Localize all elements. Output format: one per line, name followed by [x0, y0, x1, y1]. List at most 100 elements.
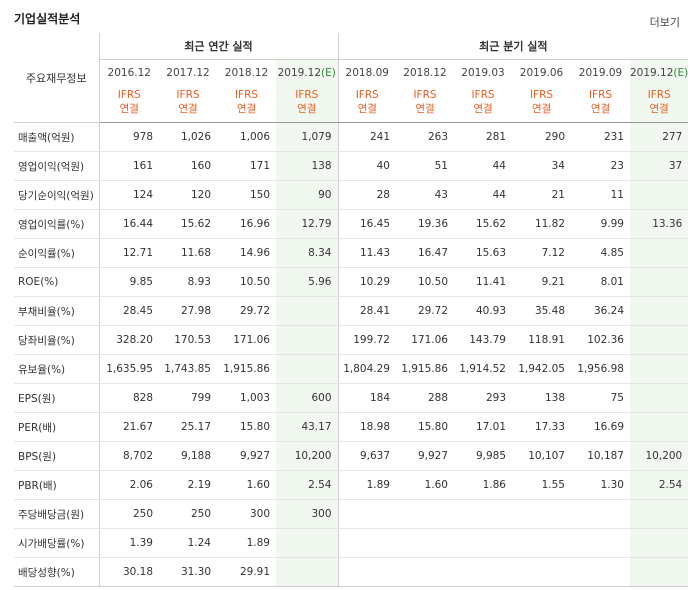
- value-cell: 4.85: [571, 238, 630, 268]
- value-cell: 150: [217, 180, 276, 210]
- value-cell: 10.50: [396, 267, 454, 297]
- value-cell: 241: [338, 122, 396, 152]
- value-cell: [512, 557, 571, 587]
- table-row: PER(배) 21.67 25.17 15.80 43.17 18.98 15.80 17.0…: [14, 412, 689, 442]
- value-cell: 10,200: [276, 441, 339, 471]
- value-cell: 29.72: [217, 296, 276, 326]
- value-cell: 10,200: [630, 441, 689, 471]
- value-cell: 9.99: [571, 209, 630, 239]
- period-label: 2019.03: [461, 67, 505, 79]
- value-cell: 16.69: [571, 412, 630, 442]
- value-cell: [396, 557, 454, 587]
- value-cell: 16.45: [338, 209, 396, 239]
- consolidated-label: 연결: [297, 103, 317, 115]
- row-label: EPS(원): [14, 383, 100, 413]
- value-cell: 8,702: [99, 441, 159, 471]
- value-cell: 2.19: [159, 470, 217, 500]
- table-row: 시가배당률(%) 1.39 1.24 1.89: [14, 528, 689, 558]
- value-cell: [630, 412, 689, 442]
- period-label: 2018.09: [345, 67, 389, 79]
- value-cell: 10.29: [338, 267, 396, 297]
- ifrs-label: IFRS: [295, 89, 319, 101]
- value-cell: 1,915.86: [217, 354, 276, 384]
- value-cell: 15.62: [159, 209, 217, 239]
- row-label: ROE(%): [14, 267, 100, 297]
- period-header: 2019.12(E): [630, 59, 689, 86]
- value-cell: 138: [512, 383, 571, 413]
- value-cell: 28.45: [99, 296, 159, 326]
- period-header: 2019.06: [512, 60, 571, 87]
- value-cell: [630, 557, 689, 587]
- value-cell: 15.80: [217, 412, 276, 442]
- value-cell: [338, 528, 396, 558]
- value-cell: 143.79: [454, 325, 512, 355]
- value-cell: 171: [217, 151, 276, 181]
- value-cell: 23: [571, 151, 630, 181]
- value-cell: [630, 180, 689, 210]
- value-cell: 44: [454, 151, 512, 181]
- period-label: 2016.12: [107, 67, 151, 79]
- value-cell: [396, 528, 454, 558]
- period-label: 2018.12: [403, 67, 447, 79]
- value-cell: 2.54: [276, 470, 339, 500]
- table-row: 당기순이익(억원) 124 120 150 90 28 43 44 21 11: [14, 180, 689, 210]
- table-row: BPS(원) 8,702 9,188 9,927 10,200 9,637 9,927 9,9…: [14, 441, 689, 471]
- consolidated-label: 연결: [531, 103, 552, 115]
- value-cell: 9,927: [396, 441, 454, 471]
- value-cell: 21: [512, 180, 571, 210]
- value-cell: 16.96: [217, 209, 276, 239]
- value-cell: 7.12: [512, 238, 571, 268]
- value-cell: 288: [396, 383, 454, 413]
- value-cell: [512, 499, 571, 529]
- value-cell: 9.85: [99, 267, 159, 297]
- value-cell: 1.89: [338, 470, 396, 500]
- value-cell: 31.30: [159, 557, 217, 587]
- value-cell: 9,188: [159, 441, 217, 471]
- value-cell: 1.60: [396, 470, 454, 500]
- value-cell: 19.36: [396, 209, 454, 239]
- value-cell: 1.24: [159, 528, 217, 558]
- consolidated-label: 연결: [119, 103, 139, 115]
- value-cell: 2.54: [630, 470, 689, 500]
- value-cell: 15.80: [396, 412, 454, 442]
- table-row: 영업이익률(%) 16.44 15.62 16.96 12.79 16.45 19.36 15…: [14, 209, 689, 239]
- value-cell: 118.91: [512, 325, 571, 355]
- value-cell: 9,985: [454, 441, 512, 471]
- value-cell: 11: [571, 180, 630, 210]
- period-label: 2018.12: [224, 67, 269, 79]
- value-cell: 11.41: [454, 267, 512, 297]
- value-cell: 160: [159, 151, 217, 181]
- value-cell: 15.63: [454, 238, 512, 268]
- row-label: 영업이익률(%): [14, 209, 100, 239]
- period-header: 2017.12: [159, 60, 217, 87]
- accounting-standard: IFRS 연결: [630, 86, 689, 123]
- value-cell: 35.48: [512, 296, 571, 326]
- period-label: 2019.12: [277, 67, 322, 79]
- value-cell: 37: [630, 151, 689, 181]
- value-cell: 8.01: [571, 267, 630, 297]
- value-cell: 250: [99, 499, 159, 529]
- value-cell: 28: [338, 180, 396, 210]
- more-link[interactable]: 더보기: [649, 16, 680, 29]
- table-row: ROE(%) 9.85 8.93 10.50 5.96 10.29 10.50 11.41 9.…: [14, 267, 689, 297]
- table-row: 유보율(%) 1,635.95 1,743.85 1,915.86 1,804.29 1,…: [14, 354, 689, 384]
- value-cell: 1,006: [217, 122, 276, 152]
- value-cell: 161: [99, 151, 159, 181]
- annual-group-header: 최근 연간 실적: [99, 33, 339, 60]
- value-cell: [396, 499, 454, 529]
- value-cell: 75: [571, 383, 630, 413]
- value-cell: 1.60: [217, 470, 276, 500]
- value-cell: 36.24: [571, 296, 630, 326]
- accounting-standard: IFRS 연결: [338, 86, 396, 123]
- value-cell: 90: [276, 180, 339, 210]
- row-label: PER(배): [14, 412, 100, 442]
- ifrs-label: IFRS: [176, 89, 200, 101]
- value-cell: 12.71: [99, 238, 159, 268]
- value-cell: [630, 238, 689, 268]
- row-label: 부채비율(%): [14, 296, 100, 326]
- value-cell: 1,915.86: [396, 354, 454, 384]
- value-cell: [454, 499, 512, 529]
- value-cell: 1,635.95: [99, 354, 159, 384]
- value-cell: 11.82: [512, 209, 571, 239]
- value-cell: 17.33: [512, 412, 571, 442]
